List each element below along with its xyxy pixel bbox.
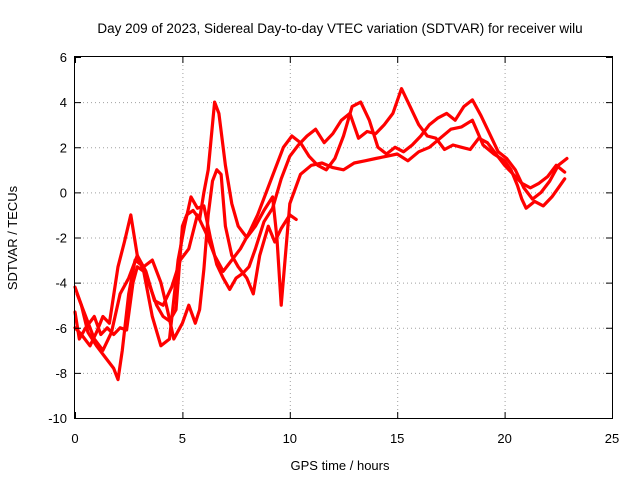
y-tick-label: -6: [55, 321, 67, 336]
series-line-1: [73, 168, 298, 382]
x-tick-label: 5: [179, 431, 186, 446]
series-line-2: [73, 100, 567, 341]
y-tick-label: 4: [60, 95, 67, 110]
y-tick-label: 2: [60, 140, 67, 155]
x-tick-label: 10: [283, 431, 297, 446]
series-line-3: [73, 86, 567, 348]
y-tick-label: -2: [55, 231, 67, 246]
y-axis-label: SDTVAR / TECUs: [5, 185, 20, 290]
y-tick-label: -4: [55, 276, 67, 291]
chart-title: Day 209 of 2023, Sidereal Day-to-day VTE…: [97, 21, 582, 36]
y-tick-label: 0: [60, 185, 67, 200]
data-series-group: [73, 86, 569, 382]
plot-frame: [74, 56, 613, 419]
x-tick-label: 0: [71, 431, 78, 446]
x-tick-label: 20: [497, 431, 511, 446]
x-tick-label: 15: [390, 431, 404, 446]
y-tick-label: 6: [60, 50, 67, 65]
y-tick-label: -10: [48, 411, 67, 426]
grid-lines: [75, 57, 612, 418]
x-axis-label: GPS time / hours: [291, 458, 390, 473]
y-tick-label: -8: [55, 366, 67, 381]
axis-ticks: 0 5 10 15 20 25 -10 -8 -6 -4 -2 0 2 4 6: [48, 50, 619, 446]
x-tick-label: 25: [605, 431, 619, 446]
series-line-4: [75, 98, 569, 352]
